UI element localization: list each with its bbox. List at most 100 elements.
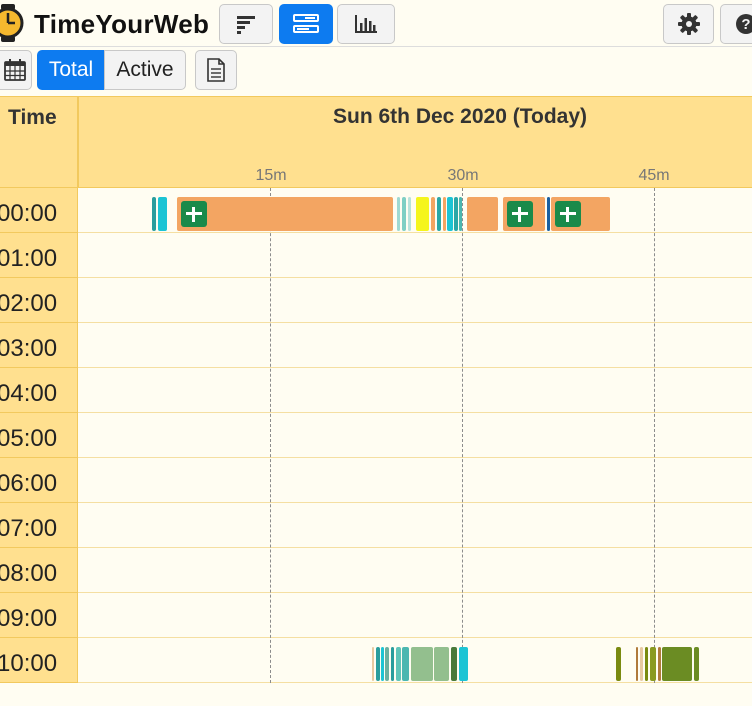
help-icon: ? <box>735 14 752 34</box>
hour-cell: 07:00 <box>0 503 78 548</box>
activity-segment[interactable] <box>411 647 433 681</box>
list-view-button[interactable] <box>219 4 273 44</box>
app-header: TimeYourWeb <box>0 0 752 46</box>
activity-segment[interactable] <box>158 197 167 231</box>
row-divider <box>78 367 752 368</box>
time-column-header <box>0 96 78 189</box>
hour-label: 04:00 <box>0 380 58 407</box>
hour-label: 02:00 <box>0 290 58 317</box>
activity-segment[interactable] <box>547 197 550 231</box>
activity-segment[interactable] <box>459 197 462 231</box>
hour-label: 00:00 <box>0 200 58 227</box>
row-divider <box>78 322 752 323</box>
hour-cell: 09:00 <box>0 593 78 638</box>
row-divider <box>78 502 752 503</box>
time-column-title: Time <box>8 106 57 129</box>
gridline-30m <box>462 188 463 683</box>
activity-segment[interactable] <box>391 647 394 681</box>
app-title: TimeYourWeb <box>34 9 210 39</box>
activity-segment[interactable] <box>402 647 409 681</box>
export-button[interactable] <box>195 50 237 90</box>
date-column-header <box>78 96 752 188</box>
google-sheets-icon <box>555 201 581 227</box>
activity-segment[interactable] <box>443 197 446 231</box>
row-divider <box>78 232 752 233</box>
hour-label: 05:00 <box>0 425 58 452</box>
activity-segment[interactable] <box>434 647 449 681</box>
hour-label: 07:00 <box>0 515 58 542</box>
activity-segment[interactable] <box>447 197 453 231</box>
stopwatch-icon <box>0 4 24 42</box>
google-sheets-icon <box>507 201 533 227</box>
tick-label-30m: 30m <box>447 167 479 184</box>
hour-cell: 06:00 <box>0 458 78 503</box>
svg-text:?: ? <box>741 16 750 33</box>
row-divider <box>78 547 752 548</box>
hour-label: 09:00 <box>0 605 58 632</box>
gear-icon <box>677 13 700 35</box>
activity-segment[interactable] <box>416 197 429 231</box>
hour-cell: 02:00 <box>0 278 78 323</box>
date-title: Sun 6th Dec 2020 (Today) <box>332 105 587 128</box>
activity-segment[interactable] <box>451 647 457 681</box>
timeline-view-button[interactable] <box>279 4 333 44</box>
sorted-list-icon <box>237 16 255 34</box>
row-divider <box>78 412 752 413</box>
activity-segment[interactable] <box>385 647 389 681</box>
tick-label-45m: 45m <box>638 167 670 184</box>
activity-segment[interactable] <box>177 197 393 231</box>
settings-button[interactable] <box>663 4 714 44</box>
activity-segment[interactable] <box>454 197 458 231</box>
activity-segment[interactable] <box>640 647 643 681</box>
active-toggle-button[interactable]: Active <box>104 50 186 90</box>
activity-segment[interactable] <box>376 647 380 681</box>
time-column-divider <box>77 96 78 683</box>
row-divider <box>78 277 752 278</box>
gridline-45m <box>654 188 655 683</box>
hour-label: 01:00 <box>0 245 58 272</box>
stats-view-button[interactable] <box>337 4 395 44</box>
document-icon <box>207 58 225 82</box>
calendar-icon <box>4 59 26 81</box>
activity-segment[interactable] <box>645 647 648 681</box>
activity-segment[interactable] <box>437 197 441 231</box>
hour-label: 03:00 <box>0 335 58 362</box>
activity-segment[interactable] <box>431 197 435 231</box>
hour-label: 06:00 <box>0 470 58 497</box>
calendar-button[interactable] <box>0 50 32 90</box>
activity-segment[interactable] <box>397 197 400 231</box>
row-divider <box>78 682 752 683</box>
hour-cell: 01:00 <box>0 233 78 278</box>
activity-segment[interactable] <box>381 647 384 681</box>
activity-segment[interactable] <box>636 647 638 681</box>
activity-segment[interactable] <box>662 647 692 681</box>
activity-segment[interactable] <box>467 197 498 231</box>
hour-cell: 08:00 <box>0 548 78 593</box>
hour-label: 10:00 <box>0 650 58 677</box>
activity-segment[interactable] <box>372 647 374 681</box>
row-divider <box>78 637 752 638</box>
activity-segment[interactable] <box>650 647 656 681</box>
bar-chart-icon <box>355 15 377 33</box>
timeline-icon <box>293 14 319 33</box>
hour-cell: 10:00 <box>0 638 78 683</box>
gridline-15m <box>270 188 271 683</box>
activity-segment[interactable] <box>694 647 699 681</box>
activity-segment[interactable] <box>408 197 411 231</box>
hour-label: 08:00 <box>0 560 58 587</box>
hour-cell: 03:00 <box>0 323 78 368</box>
tick-label-15m: 15m <box>255 167 287 184</box>
hour-cell: 05:00 <box>0 413 78 458</box>
activity-segment[interactable] <box>152 197 156 231</box>
help-button[interactable]: ? <box>720 4 752 44</box>
activity-segment[interactable] <box>402 197 406 231</box>
activity-segment[interactable] <box>658 647 661 681</box>
header-bottom-border <box>0 187 752 188</box>
row-divider <box>78 457 752 458</box>
hour-cell: 00:00 <box>0 188 78 233</box>
activity-segment[interactable] <box>396 647 401 681</box>
activity-segment[interactable] <box>459 647 468 681</box>
total-toggle-button[interactable]: Total <box>37 50 105 90</box>
row-divider <box>78 592 752 593</box>
activity-segment[interactable] <box>616 647 621 681</box>
